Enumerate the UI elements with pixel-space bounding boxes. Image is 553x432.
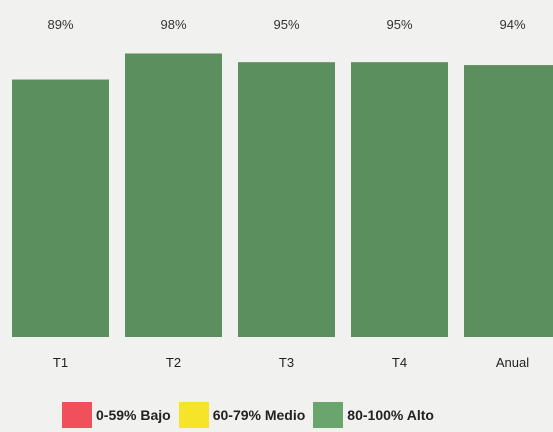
value-label-t4: 95% — [386, 17, 412, 32]
category-label-t2: T2 — [166, 355, 181, 370]
value-label-t1: 89% — [47, 17, 73, 32]
bar-chart: 89% T1 98% T2 95% T3 95% T4 94% Anual — [12, 17, 553, 370]
bar-t4 — [351, 62, 448, 338]
legend-swatch-bajo — [62, 402, 92, 428]
legend-item-alto: 80-100% Alto — [313, 402, 434, 428]
legend-item-bajo: 0-59% Bajo — [62, 402, 171, 428]
legend-label-bajo: 0-59% Bajo — [96, 407, 171, 423]
category-label-t1: T1 — [53, 355, 68, 370]
value-label-t3: 95% — [273, 17, 299, 32]
legend-swatch-alto — [313, 402, 344, 428]
value-label-anual: 94% — [499, 17, 525, 32]
legend-label-medio: 60-79% Medio — [212, 407, 306, 423]
category-label-anual: Anual — [496, 355, 529, 370]
legend: 0-59% Bajo 60-79% Medio 80-100% Alto — [62, 402, 442, 428]
legend-label-alto: 80-100% Alto — [347, 407, 434, 423]
legend-item-medio: 60-79% Medio — [178, 402, 306, 428]
bar-anual — [464, 65, 553, 338]
category-label-t3: T3 — [279, 355, 294, 370]
bar-t2 — [125, 53, 222, 337]
bar-t3 — [238, 62, 335, 338]
value-label-t2: 98% — [160, 17, 186, 32]
legend-swatch-medio — [178, 402, 209, 428]
bar-t1 — [12, 79, 109, 338]
category-label-t4: T4 — [392, 355, 407, 370]
